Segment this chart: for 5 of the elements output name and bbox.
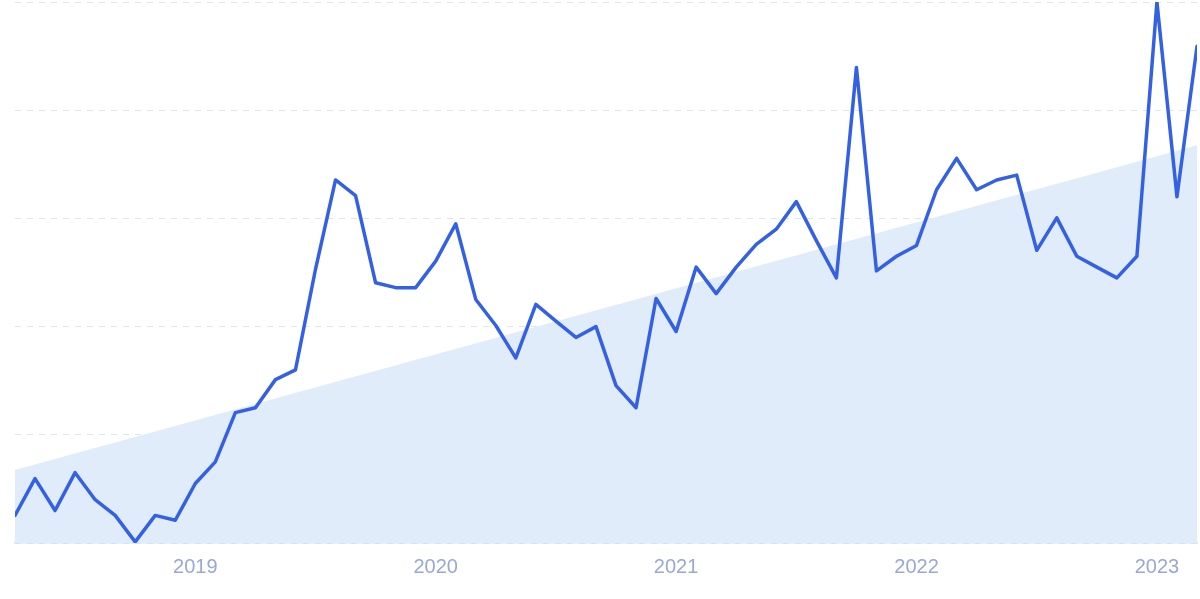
x-tick-label: 2023 — [1134, 554, 1180, 577]
x-tick-label: 2020 — [413, 554, 458, 577]
x-tick-label: 2022 — [894, 554, 939, 577]
x-tick-label: 2021 — [653, 554, 699, 577]
x-tick-label: 2019 — [173, 554, 218, 577]
